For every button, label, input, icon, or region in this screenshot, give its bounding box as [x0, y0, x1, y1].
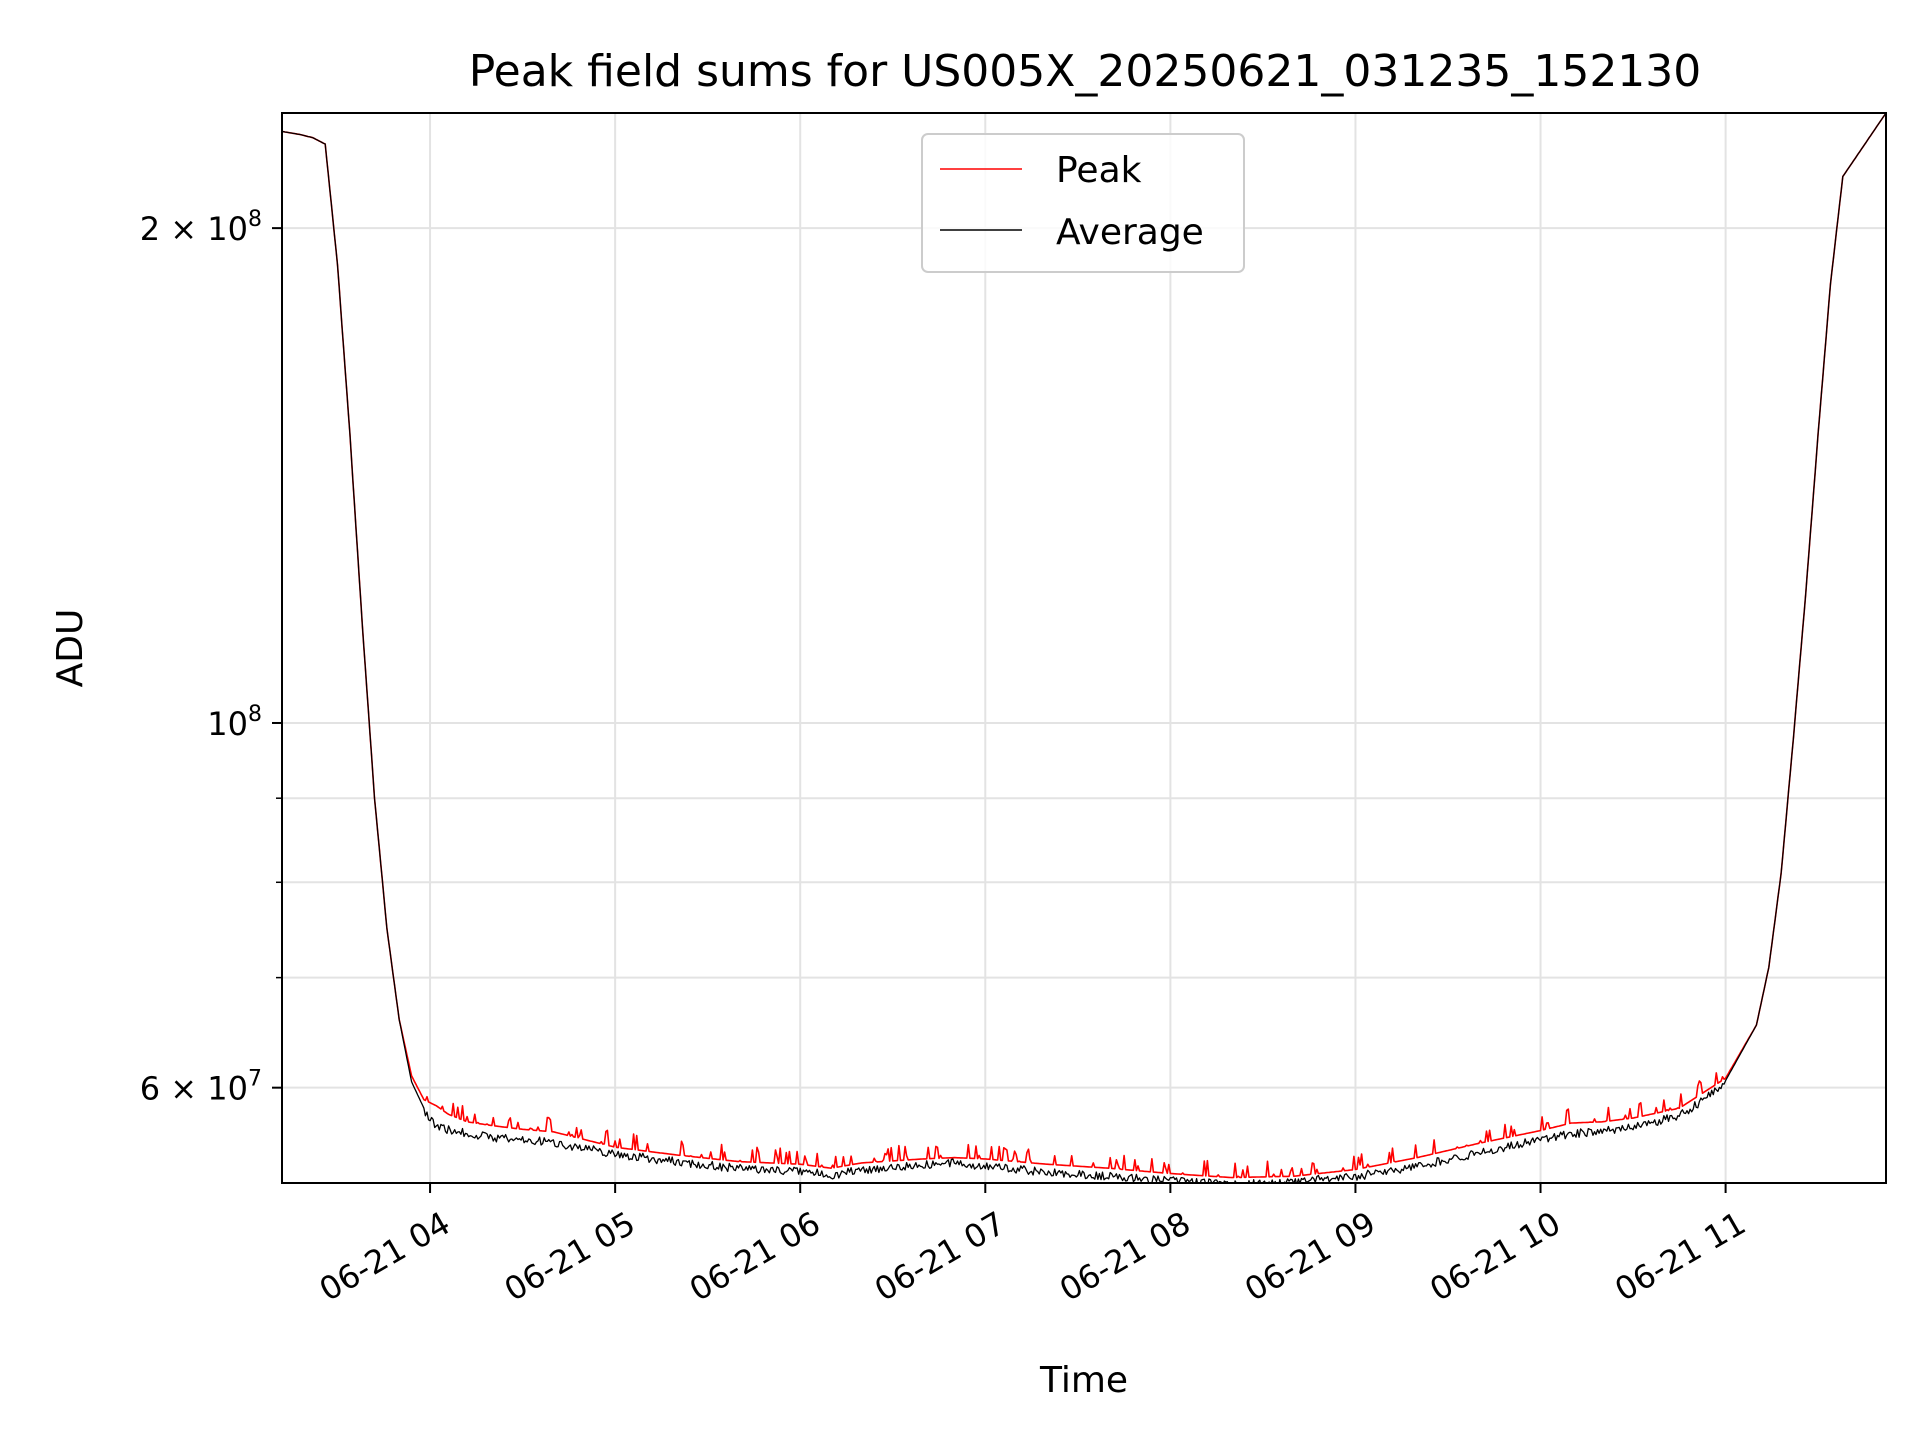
y-tick-label: 2 × 108 [140, 207, 262, 248]
y-axis: 6 × 107 108 2 × 108 [140, 207, 282, 1108]
y-axis-label: ADU [50, 609, 91, 688]
series-line-peak [282, 113, 1886, 1179]
y-tick-label: 108 [207, 702, 262, 743]
series-line-average [282, 113, 1886, 1183]
chart-title: Peak field sums for US005X_20250621_0312… [469, 46, 1702, 97]
y-tick-label: 6 × 107 [140, 1067, 262, 1108]
series-layer [282, 113, 1886, 1183]
x-axis-label: Time [1039, 1360, 1128, 1401]
legend: Peak Average [921, 133, 1245, 273]
legend-label-average: Average [1056, 212, 1204, 253]
plot-frame [281, 112, 1887, 1184]
legend-label-peak: Peak [1056, 150, 1142, 191]
